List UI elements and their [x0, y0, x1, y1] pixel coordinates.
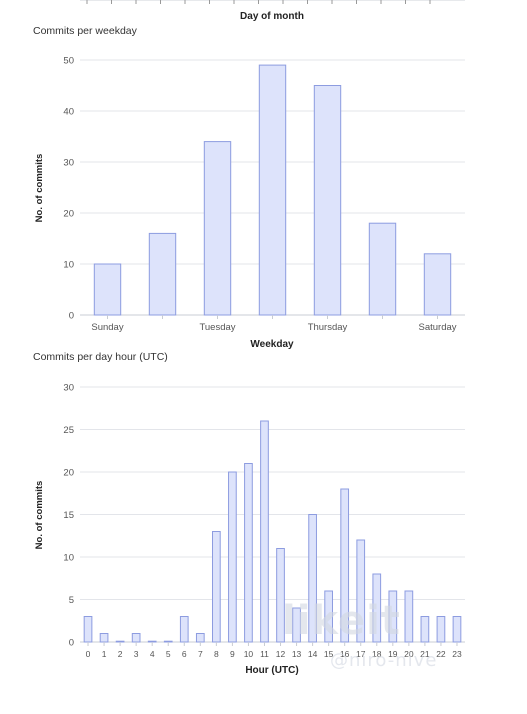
- weekday-bar: [148, 232, 177, 316]
- hour-bar: [147, 640, 157, 643]
- hour-bar: [308, 514, 317, 643]
- weekday-chart-y-ticks: 0 10 20 30 40 50: [63, 56, 74, 322]
- weekday-y-tick-label: 0: [69, 311, 74, 322]
- weekday-y-tick-label: 20: [63, 209, 74, 220]
- weekday-bar: [203, 141, 232, 316]
- weekday-bar: [313, 85, 342, 316]
- weekday-y-tick-label: 30: [63, 158, 74, 169]
- hour-chart-grid: [80, 386, 465, 643]
- hour-x-tick-label: 8: [214, 649, 219, 659]
- hour-x-tick-label: 17: [356, 649, 366, 659]
- weekday-chart-title: Commits per weekday: [33, 25, 138, 37]
- hour-x-tick-label: 14: [308, 649, 318, 659]
- hour-chart-title: Commits per day hour (UTC): [33, 351, 168, 363]
- hour-bar: [83, 616, 93, 643]
- weekday-chart-y-axis-label: No. of commits: [34, 154, 45, 223]
- hour-chart-y-axis-label: No. of commits: [34, 481, 45, 550]
- hour-bar: [179, 616, 189, 643]
- hour-x-tick-label: 20: [404, 649, 414, 659]
- hour-bar: [340, 488, 350, 643]
- hour-x-tick-label: 4: [150, 649, 155, 659]
- hour-x-tick-label: 1: [102, 649, 107, 659]
- hour-y-tick-label: 30: [63, 383, 74, 394]
- weekday-chart-x-ticks: Sunday Tuesday Thursday Saturday: [91, 315, 457, 333]
- hour-bar: [388, 590, 398, 643]
- hour-y-tick-label: 10: [63, 553, 74, 564]
- hour-bar: [436, 616, 446, 643]
- hour-bar: [260, 420, 269, 643]
- weekday-x-tick-label: Sunday: [91, 322, 123, 333]
- weekday-bar: [93, 263, 122, 316]
- hour-x-tick-label: 22: [436, 649, 446, 659]
- hour-x-tick-label: 19: [388, 649, 398, 659]
- hour-bar: [324, 590, 333, 643]
- hour-x-tick-label: 11: [260, 649, 269, 659]
- hour-x-tick-label: 0: [86, 649, 91, 659]
- weekday-bar: [423, 253, 452, 316]
- hour-chart-y-ticks: 0 5 10 15 20 25 30: [63, 383, 74, 649]
- weekday-chart-bars: [93, 64, 452, 316]
- hour-x-tick-label: 10: [244, 649, 254, 659]
- hour-y-tick-label: 15: [63, 510, 74, 521]
- hour-bar: [292, 607, 301, 643]
- top-chart-cut-ticks: [86, 0, 431, 4]
- hour-bar: [99, 633, 109, 643]
- hour-bar: [356, 539, 366, 643]
- hour-y-tick-label: 20: [63, 468, 74, 479]
- hour-bar: [163, 640, 173, 643]
- hour-chart-x-axis-label: Hour (UTC): [245, 665, 298, 676]
- hour-bar: [404, 590, 414, 643]
- weekday-y-tick-label: 50: [63, 56, 74, 67]
- hour-x-tick-label: 9: [230, 649, 235, 659]
- hour-y-tick-label: 25: [63, 425, 74, 436]
- hour-bar: [276, 548, 285, 643]
- top-chart-x-axis-label: Day of month: [240, 11, 304, 22]
- weekday-chart: Commits per weekday 0 10 20 30 40 50 Sunday Tu…: [33, 25, 465, 350]
- hour-y-tick-label: 5: [69, 595, 74, 606]
- hour-x-tick-label: 16: [340, 649, 350, 659]
- hour-bar: [244, 463, 253, 643]
- hour-x-tick-label: 21: [420, 649, 430, 659]
- weekday-chart-x-axis-label: Weekday: [250, 339, 294, 350]
- hour-x-tick-label: 18: [372, 649, 382, 659]
- weekday-x-tick-label: Saturday: [418, 322, 456, 333]
- hour-x-tick-label: 23: [452, 649, 462, 659]
- hour-chart: Commits per day hour (UTC) 051015202530 …: [33, 351, 465, 676]
- weekday-y-tick-label: 40: [63, 107, 74, 118]
- weekday-bar: [368, 222, 397, 316]
- hour-x-tick-label: 13: [292, 649, 302, 659]
- hour-x-tick-label: 2: [118, 649, 123, 659]
- hour-bar: [131, 633, 141, 643]
- hour-chart-bars: [83, 420, 462, 643]
- top-chart-fragment: Day of month: [80, 0, 465, 22]
- hour-x-tick-label: 15: [324, 649, 334, 659]
- hour-x-tick-label: 3: [134, 649, 139, 659]
- hour-x-tick-label: 12: [276, 649, 286, 659]
- hour-x-tick-label: 6: [182, 649, 187, 659]
- hour-bar: [115, 640, 125, 643]
- weekday-bar: [258, 64, 287, 316]
- weekday-y-tick-label: 10: [63, 260, 74, 271]
- hour-bar: [212, 531, 221, 643]
- hour-chart-x-ticks: 0 1 2 3 4 5 6 7 8 9 10 11 12 13 14 15 16 17 18 19 20 21 22 23: [86, 642, 462, 659]
- hour-bar: [195, 633, 205, 643]
- hour-x-tick-label: 5: [166, 649, 171, 659]
- weekday-x-tick-label: Tuesday: [199, 322, 235, 333]
- hour-bar: [420, 616, 430, 643]
- hour-bar: [372, 573, 382, 643]
- weekday-x-tick-label: Thursday: [308, 322, 348, 333]
- hour-x-tick-label: 7: [198, 649, 203, 659]
- hour-bar: [228, 471, 237, 643]
- hour-y-tick-label: 0: [69, 638, 74, 649]
- hour-bar: [452, 616, 462, 643]
